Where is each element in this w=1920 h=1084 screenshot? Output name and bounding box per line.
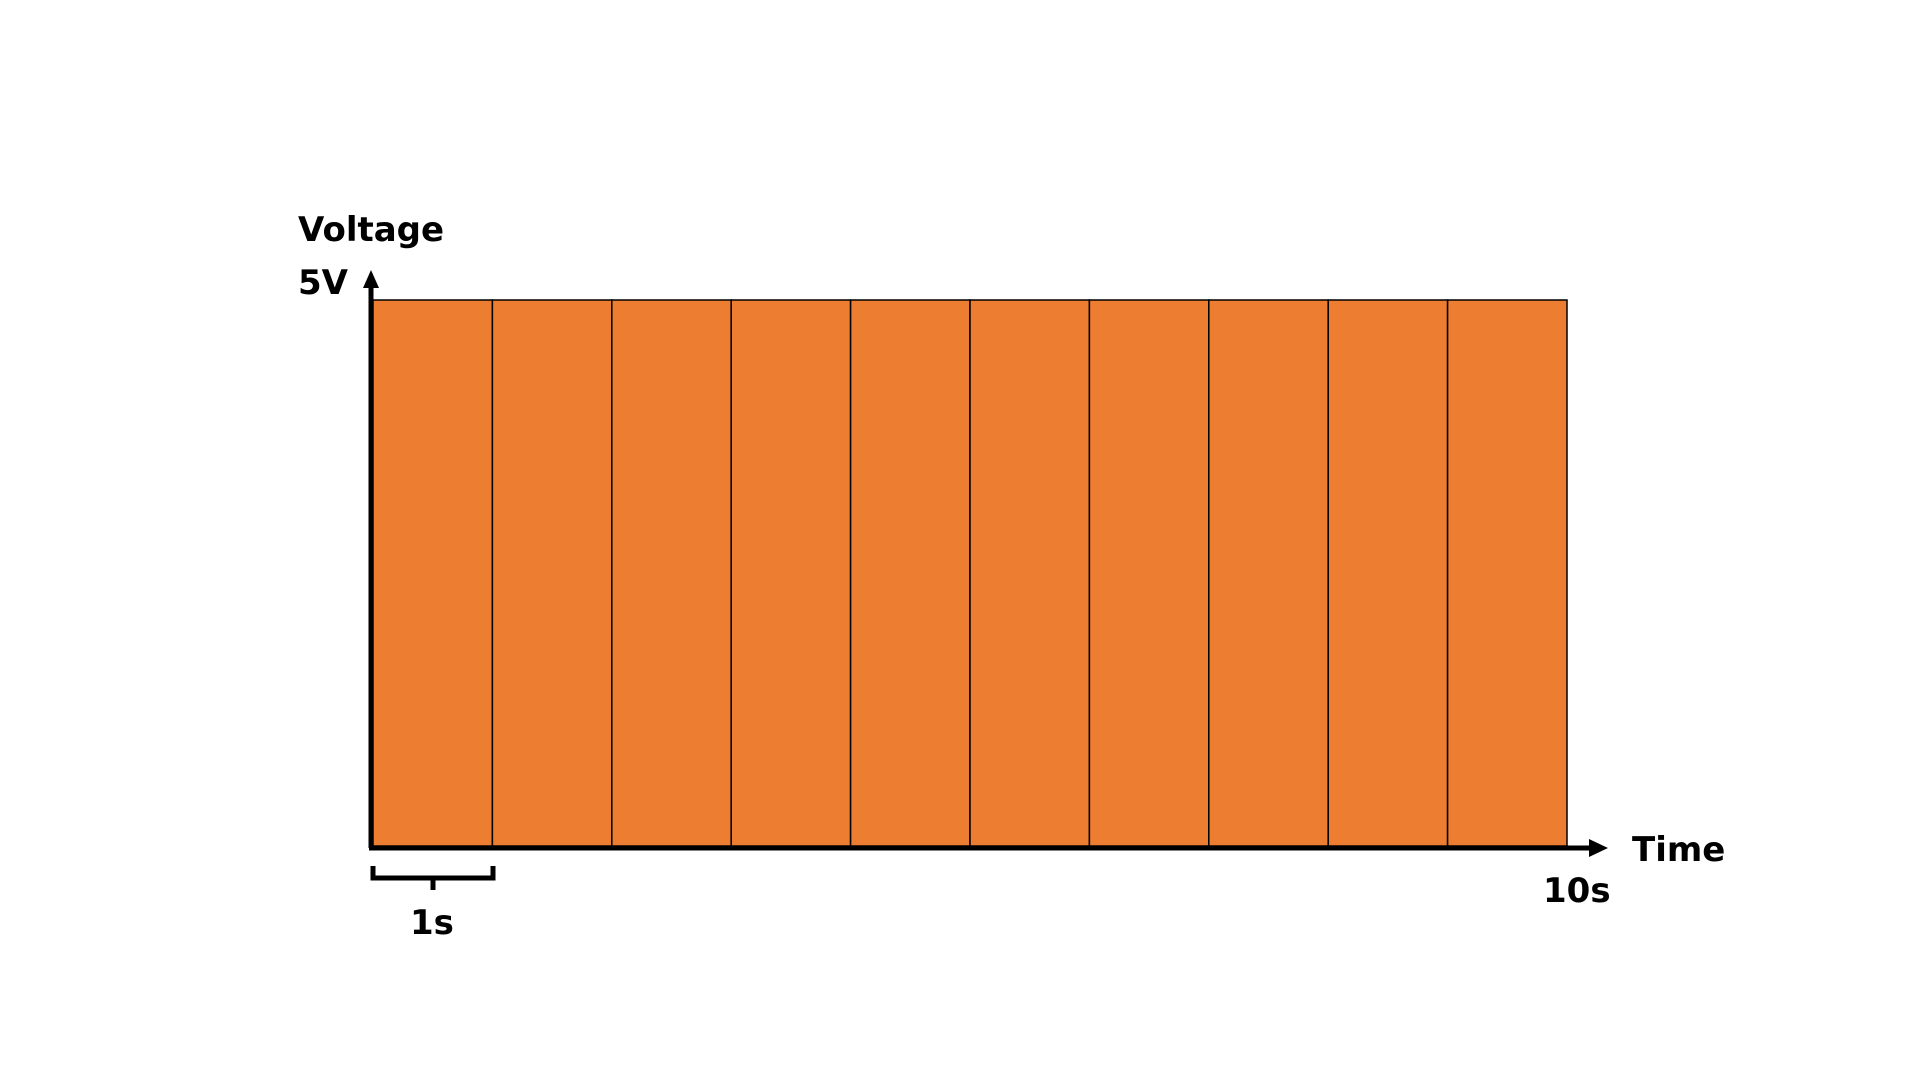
interval-bracket <box>370 866 496 890</box>
voltage-segment <box>1446 299 1568 847</box>
voltage-segment <box>849 299 971 847</box>
interval-label: 1s <box>410 903 454 943</box>
voltage-segment <box>611 299 732 847</box>
x-axis-label: Time <box>1632 830 1725 870</box>
voltage-segments <box>372 299 1568 847</box>
voltage-segment <box>1208 299 1329 847</box>
y-axis-arrowhead <box>363 270 379 288</box>
voltage-segment <box>969 299 1091 847</box>
x-axis-arrowhead <box>1589 839 1608 857</box>
voltage-segment <box>730 299 852 847</box>
voltage-segment <box>491 299 613 847</box>
voltage-segment <box>372 299 494 847</box>
voltage-segment <box>1088 299 1210 847</box>
voltage-segment <box>1327 299 1449 847</box>
x-end-label: 10s <box>1543 871 1611 911</box>
y-level-label: 5V <box>298 263 349 303</box>
y-axis-label: Voltage <box>298 210 444 250</box>
